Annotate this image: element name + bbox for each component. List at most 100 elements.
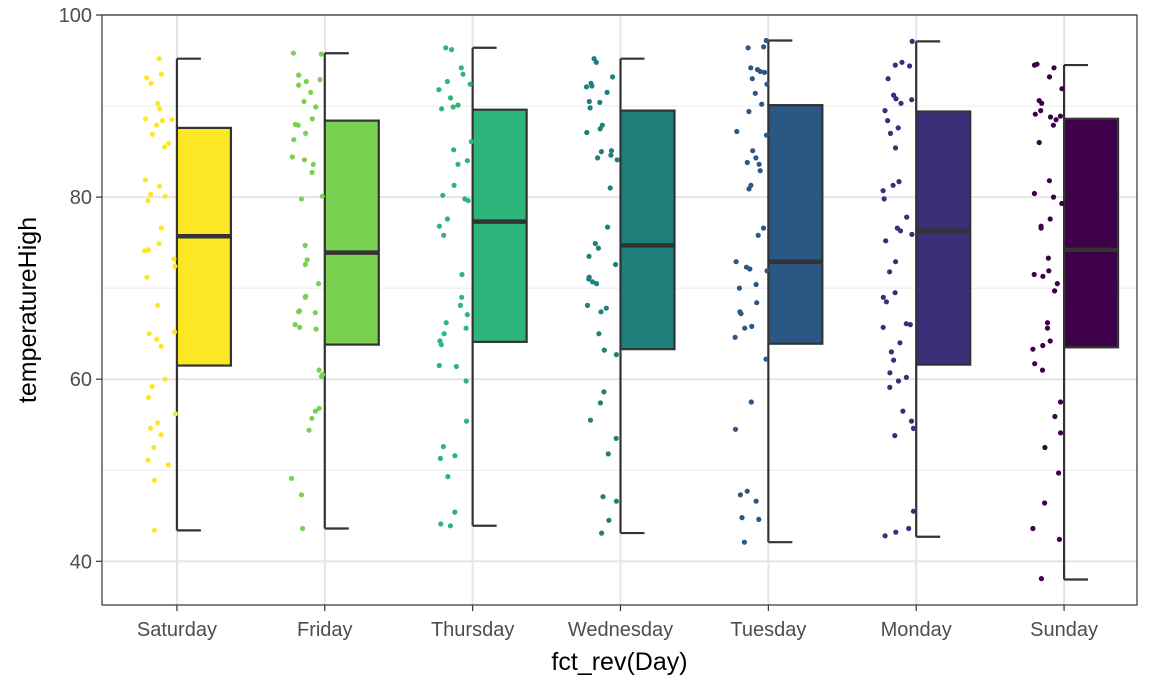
data-point <box>887 130 894 136</box>
data-point <box>296 72 302 78</box>
data-point <box>449 47 455 53</box>
data-point <box>890 182 896 188</box>
box <box>915 110 972 366</box>
data-point <box>899 59 905 65</box>
data-point <box>465 198 471 204</box>
data-point <box>910 508 917 514</box>
data-point <box>896 179 902 185</box>
data-point <box>464 158 470 164</box>
data-point <box>595 155 601 161</box>
data-point <box>146 331 152 337</box>
data-point <box>455 161 461 167</box>
data-point <box>1050 194 1057 200</box>
data-point <box>897 228 904 234</box>
data-point <box>172 411 179 417</box>
data-point <box>464 312 470 318</box>
data-point <box>885 118 891 124</box>
data-point <box>308 89 314 95</box>
data-point <box>440 192 446 198</box>
data-point <box>162 376 168 382</box>
y-axis-title: temperatureHigh <box>14 217 42 403</box>
data-point <box>441 232 447 238</box>
data-point <box>892 145 899 151</box>
boxplots <box>175 39 1120 581</box>
data-point <box>904 214 910 220</box>
data-point <box>436 223 442 229</box>
x-tick-label: Saturday <box>137 619 217 641</box>
data-point <box>584 302 591 308</box>
data-point <box>303 130 309 136</box>
data-point <box>162 193 168 199</box>
data-point <box>1036 139 1042 146</box>
data-point <box>603 305 609 311</box>
data-point <box>1056 470 1062 476</box>
data-point <box>291 137 297 143</box>
data-point <box>302 294 308 300</box>
data-point <box>583 84 590 90</box>
data-point <box>593 281 600 287</box>
data-point <box>1040 273 1046 279</box>
data-point <box>304 257 310 263</box>
boxplot-wednesday <box>619 57 676 535</box>
data-point <box>753 281 759 288</box>
data-point <box>316 367 322 373</box>
panel-border <box>101 14 1138 606</box>
data-point <box>739 515 745 521</box>
data-point <box>881 196 887 202</box>
data-point <box>732 426 739 432</box>
data-point <box>463 378 469 384</box>
data-point <box>754 300 760 306</box>
data-point <box>906 525 912 532</box>
data-point <box>1046 178 1052 184</box>
data-point <box>763 356 769 362</box>
boxplot-sunday <box>1062 63 1120 581</box>
data-point <box>736 285 743 291</box>
data-point <box>752 90 758 96</box>
data-point <box>162 144 168 150</box>
y-tick-label: 60 <box>70 369 92 391</box>
x-tick-label: Wednesday <box>568 619 673 641</box>
data-point <box>1047 338 1053 344</box>
data-point <box>613 435 619 441</box>
data-point <box>909 38 915 45</box>
data-point <box>153 122 160 128</box>
data-point <box>463 325 469 331</box>
data-point <box>1040 342 1046 349</box>
x-tick-label: Friday <box>297 619 353 641</box>
data-point <box>883 238 889 244</box>
data-point <box>887 384 893 390</box>
data-point <box>144 274 150 280</box>
data-point <box>1058 430 1064 436</box>
data-point <box>148 80 154 86</box>
data-point <box>154 336 160 342</box>
data-point <box>897 340 903 346</box>
x-axis-title: fct_rev(Day) <box>551 648 687 676</box>
data-point <box>148 191 154 197</box>
data-point <box>595 245 602 251</box>
data-point <box>312 408 318 414</box>
data-point <box>159 118 165 124</box>
data-point <box>439 106 445 112</box>
box <box>1062 117 1120 349</box>
data-point <box>468 139 474 145</box>
data-point <box>453 363 459 370</box>
boxplot-saturday <box>175 57 233 532</box>
data-point <box>306 427 312 433</box>
data-point <box>593 59 599 65</box>
data-point <box>734 128 740 135</box>
data-point <box>895 378 902 384</box>
data-point <box>1031 271 1037 278</box>
axes: 40 60 80 100 Saturday Friday Thursday Wednesday… <box>59 5 1098 641</box>
data-point <box>587 105 593 111</box>
boxplot-monday <box>915 40 972 538</box>
data-point <box>309 116 315 122</box>
data-point <box>158 225 164 231</box>
data-point <box>460 71 466 77</box>
data-point <box>597 400 604 406</box>
data-point <box>903 321 909 327</box>
data-point <box>156 183 162 189</box>
data-point <box>298 492 305 498</box>
data-point <box>757 168 763 174</box>
data-point <box>753 498 759 504</box>
data-point <box>1054 281 1060 287</box>
